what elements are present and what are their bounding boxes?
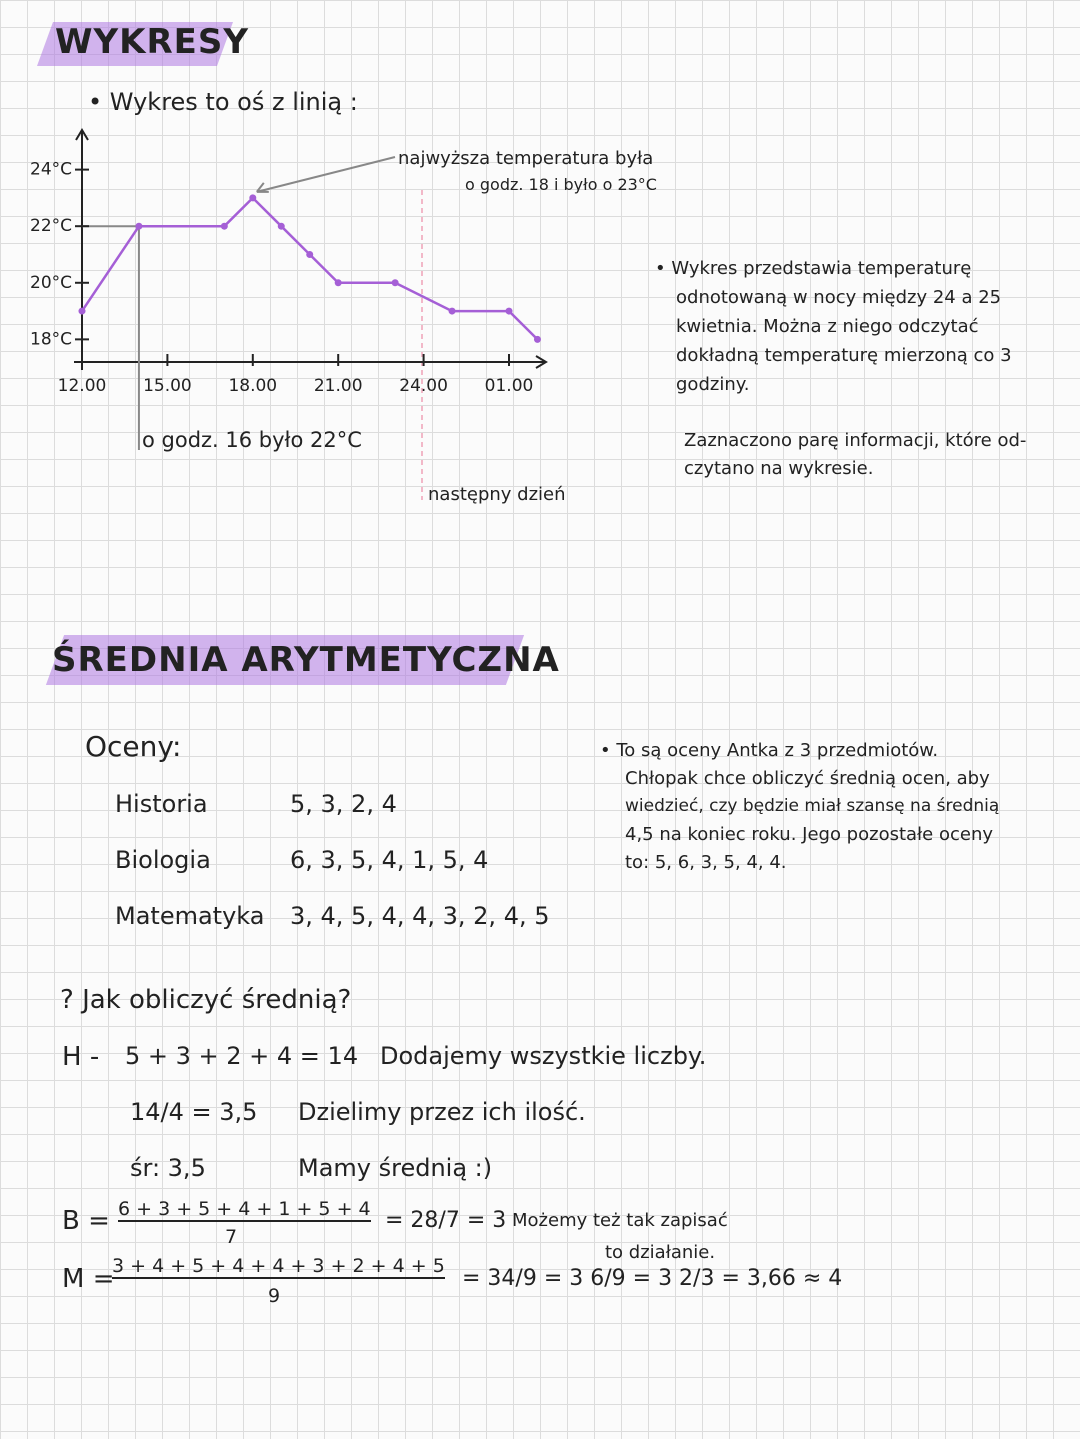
intro: • Wykres to oś z linią : [88, 88, 358, 116]
x-tick-label: 21.00 [314, 376, 363, 396]
description-line: • Wykres przedstawia temperaturę [655, 258, 972, 279]
denominator: 7 [225, 1226, 238, 1248]
point [533, 335, 541, 343]
subject: Matematyka [115, 902, 265, 930]
point [78, 307, 86, 315]
guide-line [82, 225, 140, 450]
note-line: • To są oceny Antka z 3 przedmiotów. [600, 740, 939, 761]
step: M = [62, 1264, 115, 1294]
annotation: o godz. 18 i było o 23°C [465, 175, 657, 194]
point [334, 279, 342, 287]
description-line: godziny. [676, 374, 750, 395]
step: B = [62, 1206, 110, 1236]
grades-label: Oceny: [85, 730, 182, 763]
point [448, 307, 456, 315]
x-tick-label: 01.00 [485, 376, 534, 396]
description-line: odnotowaną w nocy między 24 a 25 [676, 287, 1002, 308]
note-line: Chłopak chce obliczyć średnią ocen, aby [625, 768, 990, 789]
grades: 3, 4, 5, 4, 4, 3, 2, 4, 5 [290, 902, 550, 930]
y-tick-label: 20°C [30, 273, 72, 293]
point [505, 307, 513, 315]
step: Możemy też tak zapisać [512, 1210, 728, 1231]
grades: 5, 3, 2, 4 [290, 790, 397, 818]
subject: Biologia [115, 846, 211, 874]
numerator: 6 + 3 + 5 + 4 + 1 + 5 + 4 [118, 1198, 371, 1222]
section-title: ŚREDNIA ARYTMETYCZNA [52, 640, 560, 680]
step: śr: 3,5 [130, 1154, 206, 1182]
step: Dzielimy przez ich ilość. [298, 1098, 586, 1126]
subject: Historia [115, 790, 208, 818]
step: = 34/9 = 3 6/9 = 3 2/3 = 3,66 ≈ 4 [462, 1266, 843, 1291]
numerator: 3 + 4 + 5 + 4 + 4 + 3 + 2 + 4 + 5 [112, 1255, 445, 1279]
step: = 28/7 = 3 [385, 1208, 507, 1233]
y-tick-label: 18°C [30, 329, 72, 349]
x-tick-label: 18.00 [228, 376, 277, 396]
point [135, 222, 143, 230]
step: 5 + 3 + 2 + 4 = 14 [125, 1042, 359, 1070]
y-tick-label: 22°C [30, 216, 72, 236]
step: Dodajemy wszystkie liczby. [380, 1042, 707, 1070]
step: 14/4 = 3,5 [130, 1098, 258, 1126]
point [391, 279, 399, 287]
step: H - [62, 1042, 100, 1072]
note-line: to: 5, 6, 3, 5, 4, 4. [625, 852, 787, 873]
denominator: 9 [268, 1285, 281, 1307]
section-title: WYKRESY [55, 22, 249, 62]
point [220, 222, 228, 230]
annotation: najwyższa temperatura była [398, 148, 654, 169]
point [306, 250, 314, 258]
annotation: o godz. 16 było 22°C [142, 428, 362, 452]
remark-line: Zaznaczono parę informacji, które od- [684, 430, 1027, 451]
question: ? Jak obliczyć średnią? [60, 985, 352, 1015]
step: Mamy średnią :) [298, 1154, 493, 1182]
description-line: dokładną temperaturę mierzoną co 3 [676, 345, 1012, 366]
remark-line: czytano na wykresie. [684, 458, 874, 479]
note-line: 4,5 na koniec roku. Jego pozostałe oceny [625, 824, 994, 845]
x-tick-label: 12.00 [58, 376, 107, 396]
axes [74, 128, 548, 370]
y-tick-label: 24°C [30, 160, 72, 180]
description-line: kwietnia. Można z niego odczytać [676, 316, 979, 337]
step: to działanie. [605, 1242, 716, 1263]
arrow [256, 156, 396, 193]
chart: 18°C 20°C 22°C 24°C 12.00 15.00 18.00 21.00 24.0… [30, 128, 548, 500]
grades: 6, 3, 5, 4, 1, 5, 4 [290, 846, 489, 874]
x-tick-label: 15.00 [143, 376, 192, 396]
point [277, 222, 285, 230]
note-line: wiedzieć, czy będzie miał szansę na śred… [625, 796, 1000, 816]
annotation: następny dzień [428, 484, 566, 505]
line [80, 196, 539, 341]
point [249, 194, 257, 202]
x-tick-label: 24.00 [399, 376, 448, 396]
